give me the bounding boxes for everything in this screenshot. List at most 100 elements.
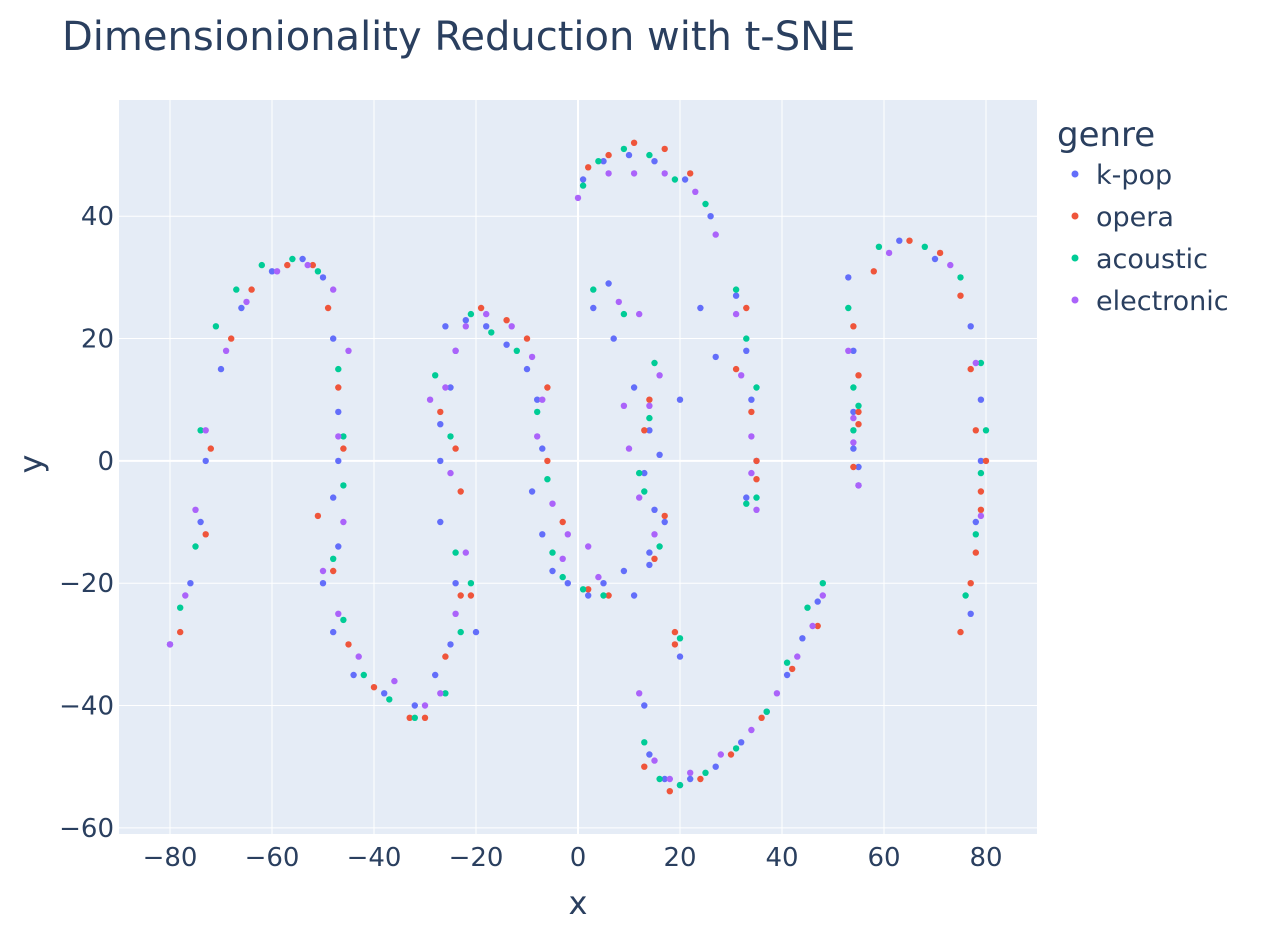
data-point <box>753 506 760 513</box>
data-point <box>370 684 378 691</box>
data-point <box>620 567 628 575</box>
data-point <box>452 549 459 556</box>
data-point <box>488 329 495 336</box>
data-point <box>437 421 444 428</box>
legend-item-k-pop[interactable]: k-pop <box>1071 160 1173 191</box>
data-point <box>967 610 974 617</box>
data-point <box>335 365 342 373</box>
data-point <box>636 494 643 501</box>
data-point <box>452 445 459 452</box>
data-point <box>462 323 469 330</box>
data-point <box>651 359 658 367</box>
data-point <box>931 255 939 263</box>
x-tick-label: −80 <box>143 843 198 873</box>
data-point <box>467 592 475 599</box>
data-point <box>355 653 362 660</box>
data-point <box>687 775 694 783</box>
data-point <box>309 261 316 269</box>
data-point <box>483 310 490 318</box>
data-point <box>258 261 265 269</box>
data-point <box>564 531 571 538</box>
data-point <box>345 347 352 354</box>
data-point <box>748 396 755 403</box>
data-point <box>421 702 429 709</box>
data-point <box>646 402 653 409</box>
data-point <box>732 310 740 318</box>
data-point <box>625 445 633 452</box>
data-point <box>335 384 342 391</box>
data-point <box>799 635 806 642</box>
data-point <box>743 335 750 342</box>
data-point <box>182 592 189 599</box>
legend-item-electronic[interactable]: electronic <box>1071 286 1229 317</box>
data-point <box>921 243 928 250</box>
data-point <box>330 335 337 342</box>
data-point <box>651 531 658 538</box>
data-point <box>656 775 663 783</box>
legend-marker <box>1071 170 1079 178</box>
data-point <box>845 347 852 354</box>
data-point <box>671 641 679 648</box>
data-point <box>651 757 658 764</box>
data-point <box>661 512 668 520</box>
data-point <box>972 359 979 367</box>
data-point <box>534 408 541 416</box>
x-tick-label: −20 <box>449 843 504 873</box>
data-point <box>549 500 556 507</box>
data-point <box>335 408 342 416</box>
data-point <box>666 788 673 795</box>
data-point <box>248 286 255 293</box>
data-point <box>773 690 781 697</box>
data-point <box>360 671 367 679</box>
data-point <box>630 139 638 146</box>
y-tick-label: 20 <box>81 325 114 355</box>
data-point <box>600 158 607 165</box>
data-point <box>324 304 332 312</box>
data-point <box>809 622 816 630</box>
data-point <box>605 170 612 177</box>
data-point <box>615 298 622 306</box>
y-tick-label: −20 <box>59 569 114 599</box>
data-point <box>605 592 612 599</box>
data-points <box>166 139 990 795</box>
data-point <box>850 408 857 416</box>
x-tick-label: −60 <box>245 843 300 873</box>
data-point <box>692 188 699 195</box>
legend-item-acoustic[interactable]: acoustic <box>1071 244 1209 275</box>
data-point <box>870 268 877 275</box>
data-point <box>166 641 174 648</box>
data-point <box>738 739 745 746</box>
legend-item-opera[interactable]: opera <box>1071 202 1174 233</box>
data-point <box>712 231 719 238</box>
data-point <box>641 469 648 477</box>
data-point <box>442 323 449 330</box>
legend[interactable]: genre k-pop opera acoustic electronic <box>1057 115 1229 317</box>
data-point <box>676 781 684 789</box>
x-tick-label: 60 <box>867 843 900 873</box>
data-point <box>590 304 597 312</box>
data-point <box>559 518 566 526</box>
legend-marker <box>1071 212 1079 220</box>
data-point <box>330 494 337 501</box>
data-point <box>957 274 964 281</box>
data-point <box>850 463 857 471</box>
data-point <box>743 304 750 312</box>
data-point <box>319 274 327 281</box>
x-tick-label: 80 <box>969 843 1002 873</box>
data-point <box>732 365 740 373</box>
data-point <box>442 653 449 660</box>
data-point <box>972 531 979 538</box>
data-point <box>620 310 628 318</box>
data-point <box>528 488 536 495</box>
data-point <box>630 384 638 391</box>
data-point <box>732 745 740 752</box>
data-point <box>885 249 893 257</box>
data-point <box>850 347 857 354</box>
data-point <box>421 714 429 721</box>
data-point <box>641 739 648 746</box>
data-point <box>676 653 684 660</box>
data-point <box>641 427 648 434</box>
data-point <box>977 469 985 477</box>
data-point <box>330 567 337 575</box>
